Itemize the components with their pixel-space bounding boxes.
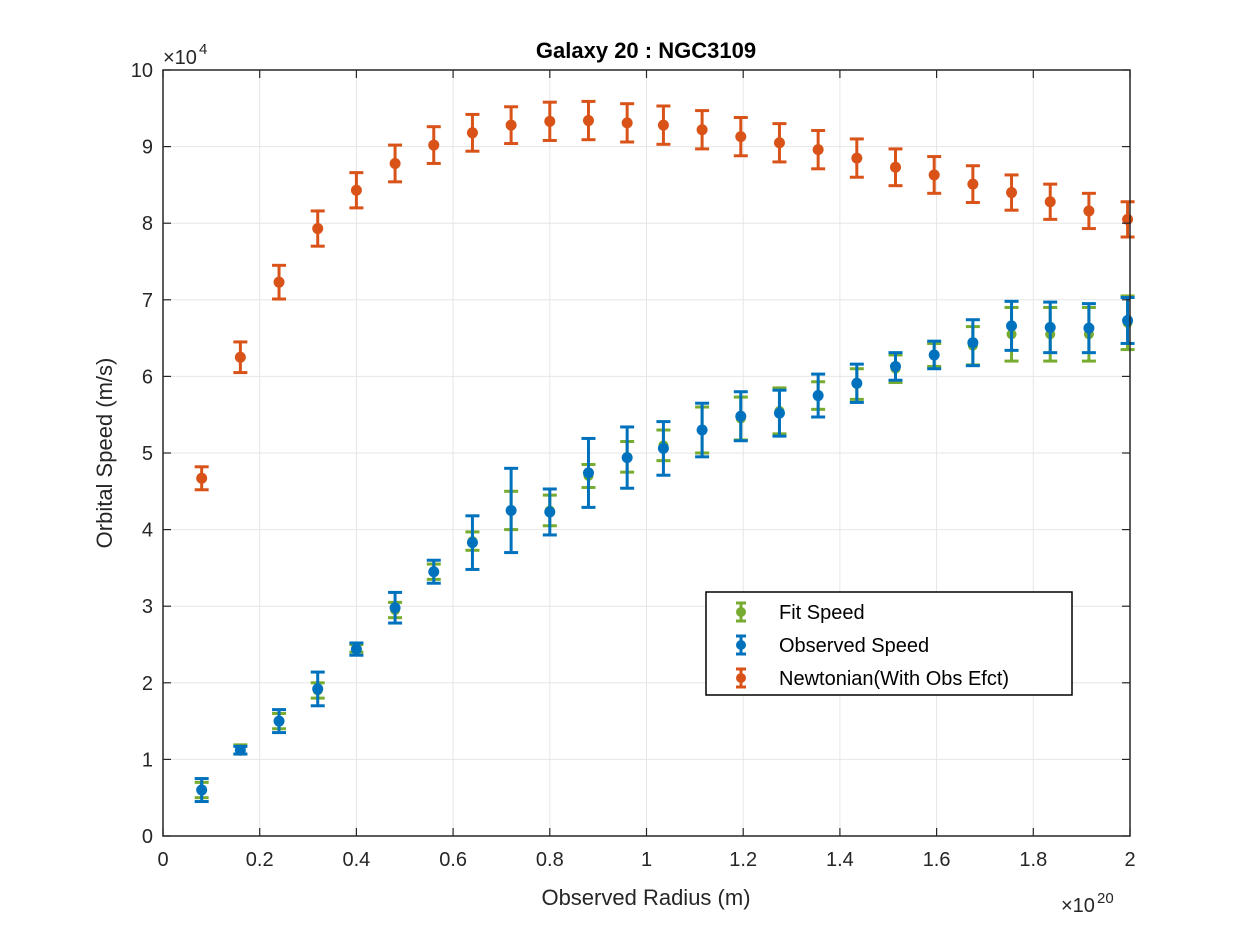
newtonian-point [312, 223, 324, 235]
newtonian-point [657, 119, 669, 131]
newtonian-point [1083, 205, 1095, 217]
y-tick-label: 6 [142, 366, 153, 388]
y-tick-label: 3 [142, 596, 153, 618]
observed-speed-point [851, 377, 863, 389]
y-exponent-base: ×10 [163, 47, 197, 69]
newtonian-point [196, 472, 208, 484]
y-tick-label: 2 [142, 673, 153, 695]
observed-speed-point [505, 504, 517, 516]
legend-item-newtonian: Newtonian(With Obs Efct) [736, 667, 1009, 690]
observed-speed-point [273, 715, 285, 727]
x-exponent-power: 20 [1097, 890, 1114, 907]
y-tick-label: 0 [142, 826, 153, 848]
observed-speed-point [350, 643, 362, 655]
newtonian-point [1006, 187, 1018, 199]
grid [162, 69, 1131, 837]
observed-speed-point [1044, 321, 1056, 333]
newtonian-point [389, 157, 401, 169]
y-tick-label: 1 [142, 749, 153, 771]
newtonian-point [967, 178, 979, 190]
x-exponent-base: ×10 [1061, 895, 1095, 917]
newtonian-point [735, 131, 747, 143]
newtonian-point [466, 127, 478, 139]
observed-speed-point [466, 537, 478, 549]
newtonian-point [273, 276, 285, 288]
observed-speed-point [1083, 322, 1095, 334]
y-exponent-power: 4 [199, 41, 207, 58]
x-tick-label: 1.2 [729, 849, 757, 871]
newtonian-point [928, 169, 940, 181]
observed-speed-point [967, 337, 979, 349]
y-tick-label: 9 [142, 137, 153, 159]
observed-speed-point [696, 424, 708, 436]
observed-speed-point [1122, 314, 1134, 326]
x-tick-label: 1 [641, 849, 652, 871]
legend-marker [736, 607, 746, 617]
legend-label: Observed Speed [779, 635, 929, 657]
x-tick-label: 0.6 [439, 849, 467, 871]
observed-speed-point [773, 407, 785, 419]
y-axis-label: Orbital Speed (m/s) [92, 358, 117, 549]
observed-speed-point [890, 360, 902, 372]
series-newtonian [194, 99, 1135, 492]
x-axis-label: Observed Radius (m) [541, 885, 750, 910]
series-observed-speed [194, 296, 1135, 804]
observed-speed-point [234, 744, 246, 756]
chart-title: Galaxy 20 : NGC3109 [536, 38, 756, 63]
y-tick-label: 8 [142, 213, 153, 235]
legend: Fit Speed Observed Speed Newtonian(With Ob… [705, 591, 1073, 696]
newtonian-point [428, 139, 440, 151]
observed-speed-point [196, 784, 208, 796]
legend-item-observed-speed: Observed Speed [736, 634, 929, 657]
observed-speed-point [621, 452, 633, 464]
newtonian-point [544, 115, 556, 127]
observed-speed-point [428, 566, 440, 578]
x-tick-label: 0 [157, 849, 168, 871]
series-fit-speed [194, 294, 1135, 800]
x-tick-label: 1.6 [923, 849, 951, 871]
newtonian-point [234, 351, 246, 363]
legend-marker [736, 673, 746, 683]
newtonian-point [350, 184, 362, 196]
newtonian-point [505, 119, 517, 131]
x-tick-label: 0.4 [342, 849, 370, 871]
y-tick-label: 7 [142, 290, 153, 312]
x-tick-label: 0.2 [246, 849, 274, 871]
y-tick-label: 4 [142, 520, 153, 542]
observed-speed-point [812, 390, 824, 402]
observed-speed-point [389, 602, 401, 614]
newtonian-point [696, 124, 708, 136]
legend-label: Fit Speed [779, 602, 865, 624]
observed-speed-point [1006, 320, 1018, 332]
ticks: 0 0.2 0.4 0.6 0.8 1 1.2 1.4 1.6 1.8 2 0 1 2 3 4 5 6 7 8 9 10 [131, 60, 1136, 871]
observed-speed-point [544, 506, 556, 518]
newtonian-point [812, 144, 824, 156]
observed-speed-point [928, 349, 940, 361]
x-tick-label: 1.4 [826, 849, 854, 871]
legend-label: Newtonian(With Obs Efct) [779, 668, 1009, 690]
newtonian-point [773, 137, 785, 149]
x-exponent: ×10 20 [1061, 890, 1114, 917]
observed-speed-point [312, 683, 324, 695]
legend-marker [736, 640, 746, 650]
y-exponent: ×10 4 [163, 41, 207, 69]
observed-speed-point [735, 410, 747, 422]
observed-speed-point [582, 467, 594, 479]
legend-item-fit-speed: Fit Speed [736, 601, 865, 624]
x-tick-label: 2 [1124, 849, 1135, 871]
newtonian-point [582, 115, 594, 127]
x-tick-label: 0.8 [536, 849, 564, 871]
y-tick-label: 10 [131, 60, 153, 82]
series-layer [194, 99, 1135, 804]
newtonian-point [1044, 196, 1056, 208]
y-tick-label: 5 [142, 443, 153, 465]
newtonian-point [851, 152, 863, 164]
newtonian-point [621, 117, 633, 129]
observed-speed-point [657, 442, 669, 454]
newtonian-point [890, 161, 902, 173]
x-tick-label: 1.8 [1019, 849, 1047, 871]
legend-box [705, 591, 1073, 696]
